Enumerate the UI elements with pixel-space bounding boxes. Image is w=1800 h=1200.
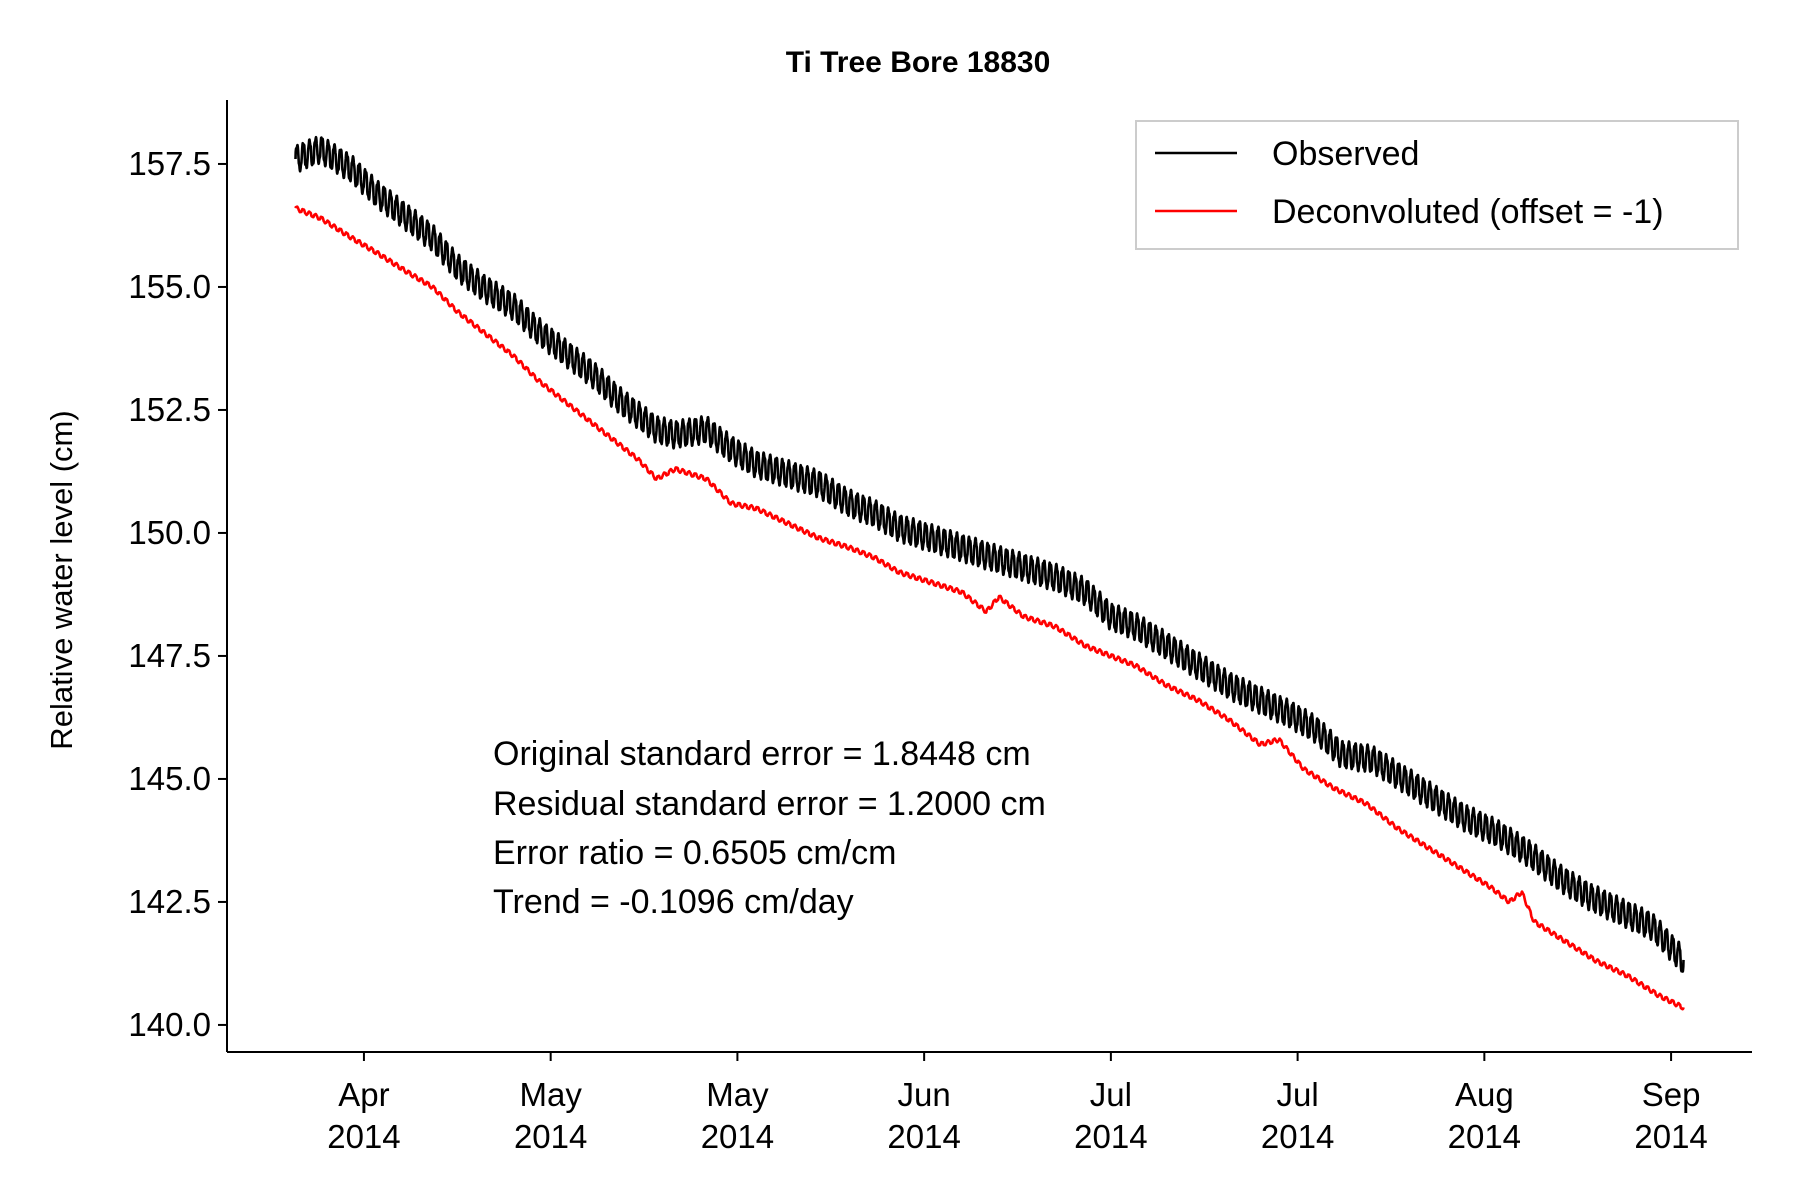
series-layer xyxy=(294,135,1685,1011)
y-tick-label: 155.0 xyxy=(128,268,211,305)
y-tick-label: 145.0 xyxy=(128,760,211,797)
stats-annotations: Original standard error = 1.8448 cm Resi… xyxy=(493,735,1046,921)
x-axis-ticks: Apr 2014 May 2014 May 2014 Jun 2014 Jul 2014 Jul 20… xyxy=(327,1052,1708,1155)
x-tick-label-month: May xyxy=(520,1076,583,1113)
y-tick-label: 147.5 xyxy=(128,637,211,674)
x-tick-label-year: 2014 xyxy=(887,1118,960,1155)
x-tick-label-month: Jul xyxy=(1090,1076,1132,1113)
y-tick-label: 150.0 xyxy=(128,514,211,551)
x-tick-label-year: 2014 xyxy=(1261,1118,1334,1155)
annotation-residual-error: Residual standard error = 1.2000 cm xyxy=(493,785,1046,823)
series-line-observed xyxy=(294,135,1685,973)
y-tick-label: 140.0 xyxy=(128,1006,211,1043)
series-line-deconvoluted xyxy=(294,205,1685,1011)
y-axis-label: Relative water level (cm) xyxy=(44,410,79,749)
x-tick-label-year: 2014 xyxy=(327,1118,400,1155)
x-tick-label-month: Sep xyxy=(1642,1076,1701,1113)
x-tick-label-month: Apr xyxy=(338,1076,389,1113)
annotation-error-ratio: Error ratio = 0.6505 cm/cm xyxy=(493,834,896,872)
legend: Observed Deconvoluted (offset = -1) xyxy=(1135,120,1739,250)
y-tick-label: 152.5 xyxy=(128,391,211,428)
y-axis-ticks: 140.0 142.5 145.0 147.5 150.0 152.5 155.0 157.5 xyxy=(128,145,227,1043)
annotation-original-error: Original standard error = 1.8448 cm xyxy=(493,735,1031,773)
x-tick-label-month: Jun xyxy=(898,1076,951,1113)
plot-area: 140.0 142.5 145.0 147.5 150.0 152.5 155.0 157.5… xyxy=(128,100,1752,1155)
x-tick-label-month: Jul xyxy=(1277,1076,1319,1113)
x-tick-label-month: Aug xyxy=(1455,1076,1514,1113)
annotation-trend: Trend = -0.1096 cm/day xyxy=(493,883,854,921)
x-tick-label-year: 2014 xyxy=(1074,1118,1147,1155)
x-tick-label-month: May xyxy=(706,1076,769,1113)
y-tick-label: 142.5 xyxy=(128,883,211,920)
legend-frame xyxy=(1135,120,1739,250)
y-tick-label: 157.5 xyxy=(128,145,211,182)
x-tick-label-year: 2014 xyxy=(1448,1118,1521,1155)
x-tick-label-year: 2014 xyxy=(701,1118,774,1155)
legend-label-deconvoluted: Deconvoluted (offset = -1) xyxy=(1272,193,1664,231)
x-tick-label-year: 2014 xyxy=(514,1118,587,1155)
x-tick-label-year: 2014 xyxy=(1634,1118,1707,1155)
legend-label-observed: Observed xyxy=(1272,135,1419,173)
chart-title: Ti Tree Bore 18830 xyxy=(786,46,1051,79)
